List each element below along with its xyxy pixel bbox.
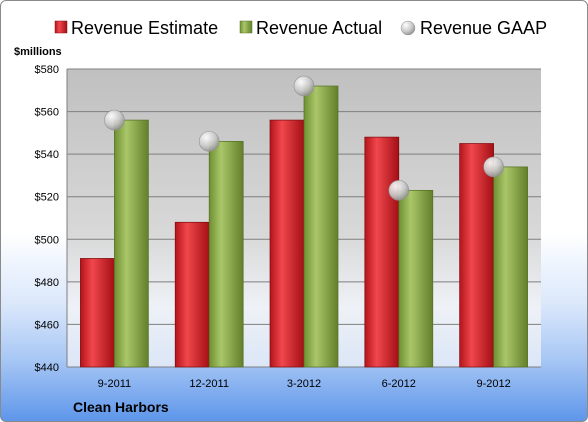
category-labels: 9-2011 12-2011 3-2012 6-2012 9-2012 xyxy=(98,378,511,390)
gaap-point xyxy=(293,75,315,97)
estimate-bar xyxy=(364,136,400,368)
y-tick-label: $520 xyxy=(35,192,59,204)
y-tick-label: $460 xyxy=(35,319,59,331)
legend-label-estimate: Revenue Estimate xyxy=(71,18,218,38)
actual-bar xyxy=(208,141,244,368)
gaap-point xyxy=(388,180,410,201)
legend-label-actual: Revenue Actual xyxy=(256,18,382,38)
y-tick-label: $480 xyxy=(35,277,59,289)
x-category-label: 3-2012 xyxy=(287,378,321,390)
estimate-bar xyxy=(80,258,115,368)
estimate-bar xyxy=(459,143,494,368)
y-axis-unit-label: $millions xyxy=(14,46,62,58)
legend: Revenue Estimate Revenue Actual Revenue … xyxy=(54,18,547,38)
x-category-label: 9-2012 xyxy=(476,378,510,390)
bars xyxy=(80,85,528,368)
legend-swatch-actual xyxy=(239,20,253,34)
x-category-label: 6-2012 xyxy=(382,378,416,390)
legend-swatch-estimate xyxy=(54,20,68,34)
y-tick-label: $440 xyxy=(35,362,59,374)
y-tick-label: $500 xyxy=(35,234,59,246)
y-tick-labels: $440 $460 $480 $500 $520 $540 $560 $580 xyxy=(35,64,59,374)
legend-swatch-gaap xyxy=(400,20,416,36)
y-tick-label: $540 xyxy=(35,149,59,161)
company-name: Clean Harbors xyxy=(73,399,169,415)
actual-bar xyxy=(493,166,528,368)
estimate-bar xyxy=(174,221,210,368)
x-category-label: 12-2011 xyxy=(189,378,229,390)
gaap-point xyxy=(198,131,220,152)
estimate-bar xyxy=(269,119,305,368)
gaap-point xyxy=(104,109,125,131)
actual-bar xyxy=(398,189,434,368)
gaap-points xyxy=(104,75,504,201)
y-tick-label: $580 xyxy=(35,64,59,76)
x-category-label: 9-2011 xyxy=(98,378,131,390)
y-tick-label: $560 xyxy=(35,107,59,119)
actual-bar xyxy=(303,85,339,368)
gaap-point xyxy=(483,156,504,178)
actual-bar xyxy=(114,119,149,368)
legend-label-gaap: Revenue GAAP xyxy=(420,18,547,38)
